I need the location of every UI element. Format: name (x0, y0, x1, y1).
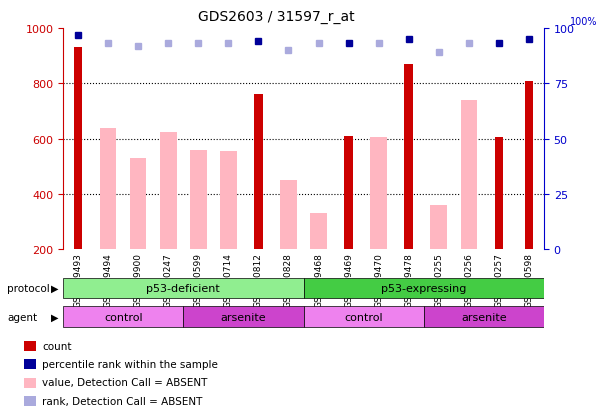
Bar (370, 138, 387, 250)
Text: count: count (42, 341, 72, 351)
Bar (460, 101, 477, 250)
Bar (74, 48, 82, 250)
Bar (495, 138, 503, 250)
Bar (424, 307, 544, 327)
Bar (430, 206, 447, 250)
Bar (525, 81, 533, 250)
Text: protocol: protocol (7, 283, 50, 293)
Bar (23, 396, 36, 406)
Text: 100%: 100% (570, 17, 598, 27)
Text: agent: agent (7, 312, 37, 322)
Text: arsenite: arsenite (461, 312, 507, 322)
Bar (310, 214, 327, 250)
Bar (23, 378, 36, 388)
Text: ▶: ▶ (52, 283, 59, 293)
Bar (130, 159, 147, 250)
Bar (254, 95, 263, 250)
Bar (160, 133, 177, 250)
Text: control: control (104, 312, 142, 322)
Bar (344, 137, 353, 250)
Bar (23, 341, 36, 351)
Bar (23, 359, 36, 370)
Bar (404, 65, 413, 250)
Text: p53-deficient: p53-deficient (147, 283, 220, 293)
Text: p53-expressing: p53-expressing (381, 283, 466, 293)
Bar (183, 307, 304, 327)
Text: GDS2603 / 31597_r_at: GDS2603 / 31597_r_at (198, 10, 355, 24)
Text: percentile rank within the sample: percentile rank within the sample (42, 359, 218, 369)
Text: arsenite: arsenite (221, 312, 266, 322)
Bar (63, 307, 183, 327)
Bar (190, 150, 207, 250)
Bar (304, 278, 544, 298)
Text: ▶: ▶ (52, 312, 59, 322)
Text: rank, Detection Call = ABSENT: rank, Detection Call = ABSENT (42, 396, 203, 406)
Text: value, Detection Call = ABSENT: value, Detection Call = ABSENT (42, 377, 207, 387)
Bar (100, 128, 117, 250)
Bar (280, 181, 297, 250)
Text: control: control (344, 312, 383, 322)
Bar (63, 278, 304, 298)
Bar (304, 307, 424, 327)
Bar (220, 152, 237, 250)
